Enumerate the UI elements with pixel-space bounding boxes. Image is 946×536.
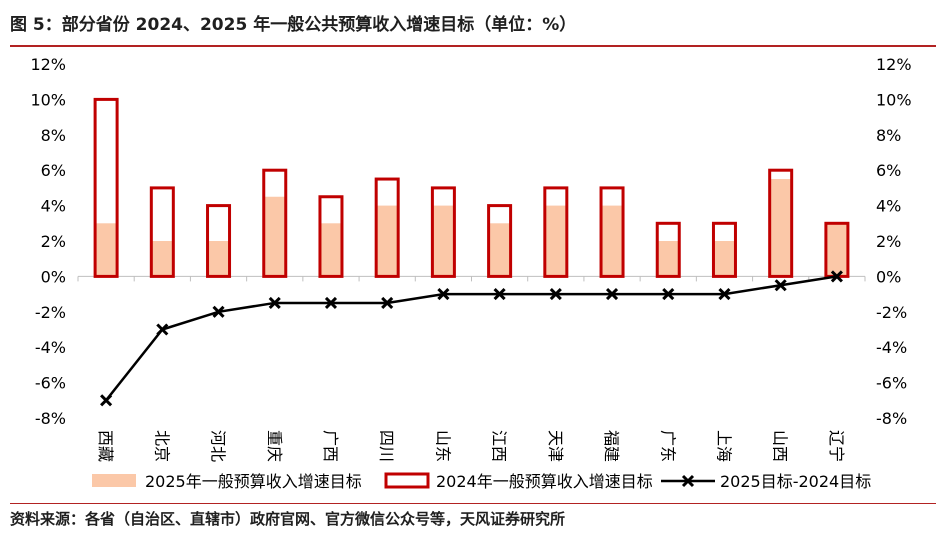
x-tick-label: 北京 — [152, 430, 171, 462]
y-tick-label-right: 4% — [876, 197, 901, 216]
bar-2025 — [263, 196, 286, 277]
bar-2024 — [487, 204, 513, 278]
y-tick-label-right: 6% — [876, 161, 901, 180]
line-diff-point — [437, 288, 450, 301]
line-diff-point — [718, 288, 731, 301]
x-tick-label: 四川 — [377, 430, 396, 462]
bar-2024 — [430, 186, 456, 278]
line-diff-point — [662, 288, 675, 301]
bar-2025 — [376, 205, 399, 277]
bar-2025 — [825, 223, 848, 277]
x-tick-label: 山西 — [771, 430, 790, 462]
x-tick-label: 辽宁 — [827, 430, 846, 462]
y-tick-label-left: 8% — [41, 126, 66, 145]
y-tick-label-right: -8% — [876, 409, 907, 428]
bar-2024 — [93, 97, 119, 278]
bar-2025 — [151, 241, 174, 277]
line-diff-point — [324, 296, 338, 310]
y-tick-label-right: -4% — [876, 338, 907, 357]
x-tick-label: 天津 — [546, 430, 565, 462]
source-divider — [10, 503, 936, 504]
legend-swatch-2024 — [384, 472, 430, 489]
figure-title: 图 5：部分省份 2024、2025 年一般公共预算收入增速目标（单位：%） — [10, 15, 577, 35]
bar-2025 — [769, 179, 792, 277]
series-2025-bars — [95, 179, 848, 277]
line-diff-point — [605, 288, 619, 301]
series-diff-line — [100, 270, 843, 407]
bar-2025 — [95, 223, 118, 277]
y-tick-label-left: 12% — [30, 55, 66, 74]
legend-label-2025: 2025年一般预算收入增速目标 — [145, 472, 362, 491]
legend-label-2024: 2024年一般预算收入增速目标 — [436, 472, 653, 491]
line-diff-point — [774, 279, 787, 292]
y-tick-label-right: 12% — [876, 55, 912, 74]
x-tick-label: 西藏 — [96, 430, 115, 462]
line-diff-point — [549, 288, 562, 301]
bar-2024 — [768, 168, 794, 278]
y-tick-label-right: -6% — [876, 374, 907, 393]
y-tick-label-right: 10% — [876, 90, 912, 109]
bar-2024 — [149, 186, 175, 278]
y-tick-label-right: -2% — [876, 303, 907, 322]
bar-2025 — [432, 205, 455, 277]
bar-2024 — [711, 221, 737, 278]
line-diff-point — [830, 270, 843, 283]
line-diff-point — [212, 305, 225, 318]
bar-2024 — [655, 221, 681, 278]
bar-2025 — [207, 241, 230, 277]
bar-2025 — [713, 241, 736, 277]
series-2024-bars — [93, 97, 850, 278]
legend-swatch-2025 — [92, 474, 136, 487]
y-tick-label-left: -2% — [35, 303, 66, 322]
bar-2025 — [601, 205, 624, 277]
x-tick-labels: 西藏 北京 河北 重庆 广西 四川 山东 江西 天津 福建 广东 上海 山西 辽宁 — [96, 430, 846, 462]
y-tick-label-left: 6% — [41, 161, 66, 180]
line-diff-point — [156, 323, 169, 336]
y-tick-label-left: 10% — [30, 90, 66, 109]
y-tick-label-left: -4% — [35, 338, 66, 357]
y-tick-label-right: 0% — [876, 267, 901, 286]
legend: 2025年一般预算收入增速目标 2024年一般预算收入增速目标 2025目标-202… — [92, 472, 871, 491]
x-tick-label: 河北 — [209, 430, 228, 462]
x-tick-label: 重庆 — [265, 430, 284, 462]
bar-2025 — [488, 223, 511, 277]
x-tick-label: 福建 — [602, 430, 621, 462]
x-tick-label: 江西 — [490, 430, 509, 462]
y-tick-label-right: 8% — [876, 126, 901, 145]
source-note: 资料来源：各省（自治区、直辖市）政府官网、官方微信公众号等，天风证券研究所 — [10, 510, 566, 528]
line-diff-point — [100, 394, 113, 407]
line-diff-point — [493, 288, 506, 301]
x-tick-label: 广东 — [658, 430, 677, 462]
bar-2025 — [657, 241, 680, 277]
y-tick-label-left: 4% — [41, 197, 66, 216]
legend-label-diff: 2025目标-2024目标 — [720, 472, 871, 491]
y-tick-label-left: -8% — [35, 409, 66, 428]
bar-2024 — [543, 186, 569, 278]
bar-2024 — [318, 195, 344, 278]
y-tick-label-left: 0% — [41, 267, 66, 286]
y-tick-label-right: 2% — [876, 232, 901, 251]
bar-2024 — [262, 168, 288, 278]
x-tick-label: 上海 — [714, 430, 733, 462]
line-diff-point — [381, 296, 394, 310]
line-diff-point — [268, 296, 281, 310]
bar-2024 — [206, 204, 232, 278]
y-tick-label-left: -6% — [35, 374, 66, 393]
bar-2025 — [319, 223, 342, 277]
x-tick-label: 广西 — [321, 430, 340, 462]
bar-2024 — [599, 186, 625, 278]
line-diff-path — [105, 275, 838, 402]
y-tick-label-left: 2% — [41, 232, 66, 251]
bar-2025 — [544, 205, 567, 277]
x-tick-label: 山东 — [433, 430, 452, 462]
bar-2024 — [374, 177, 400, 278]
title-divider — [10, 45, 936, 47]
